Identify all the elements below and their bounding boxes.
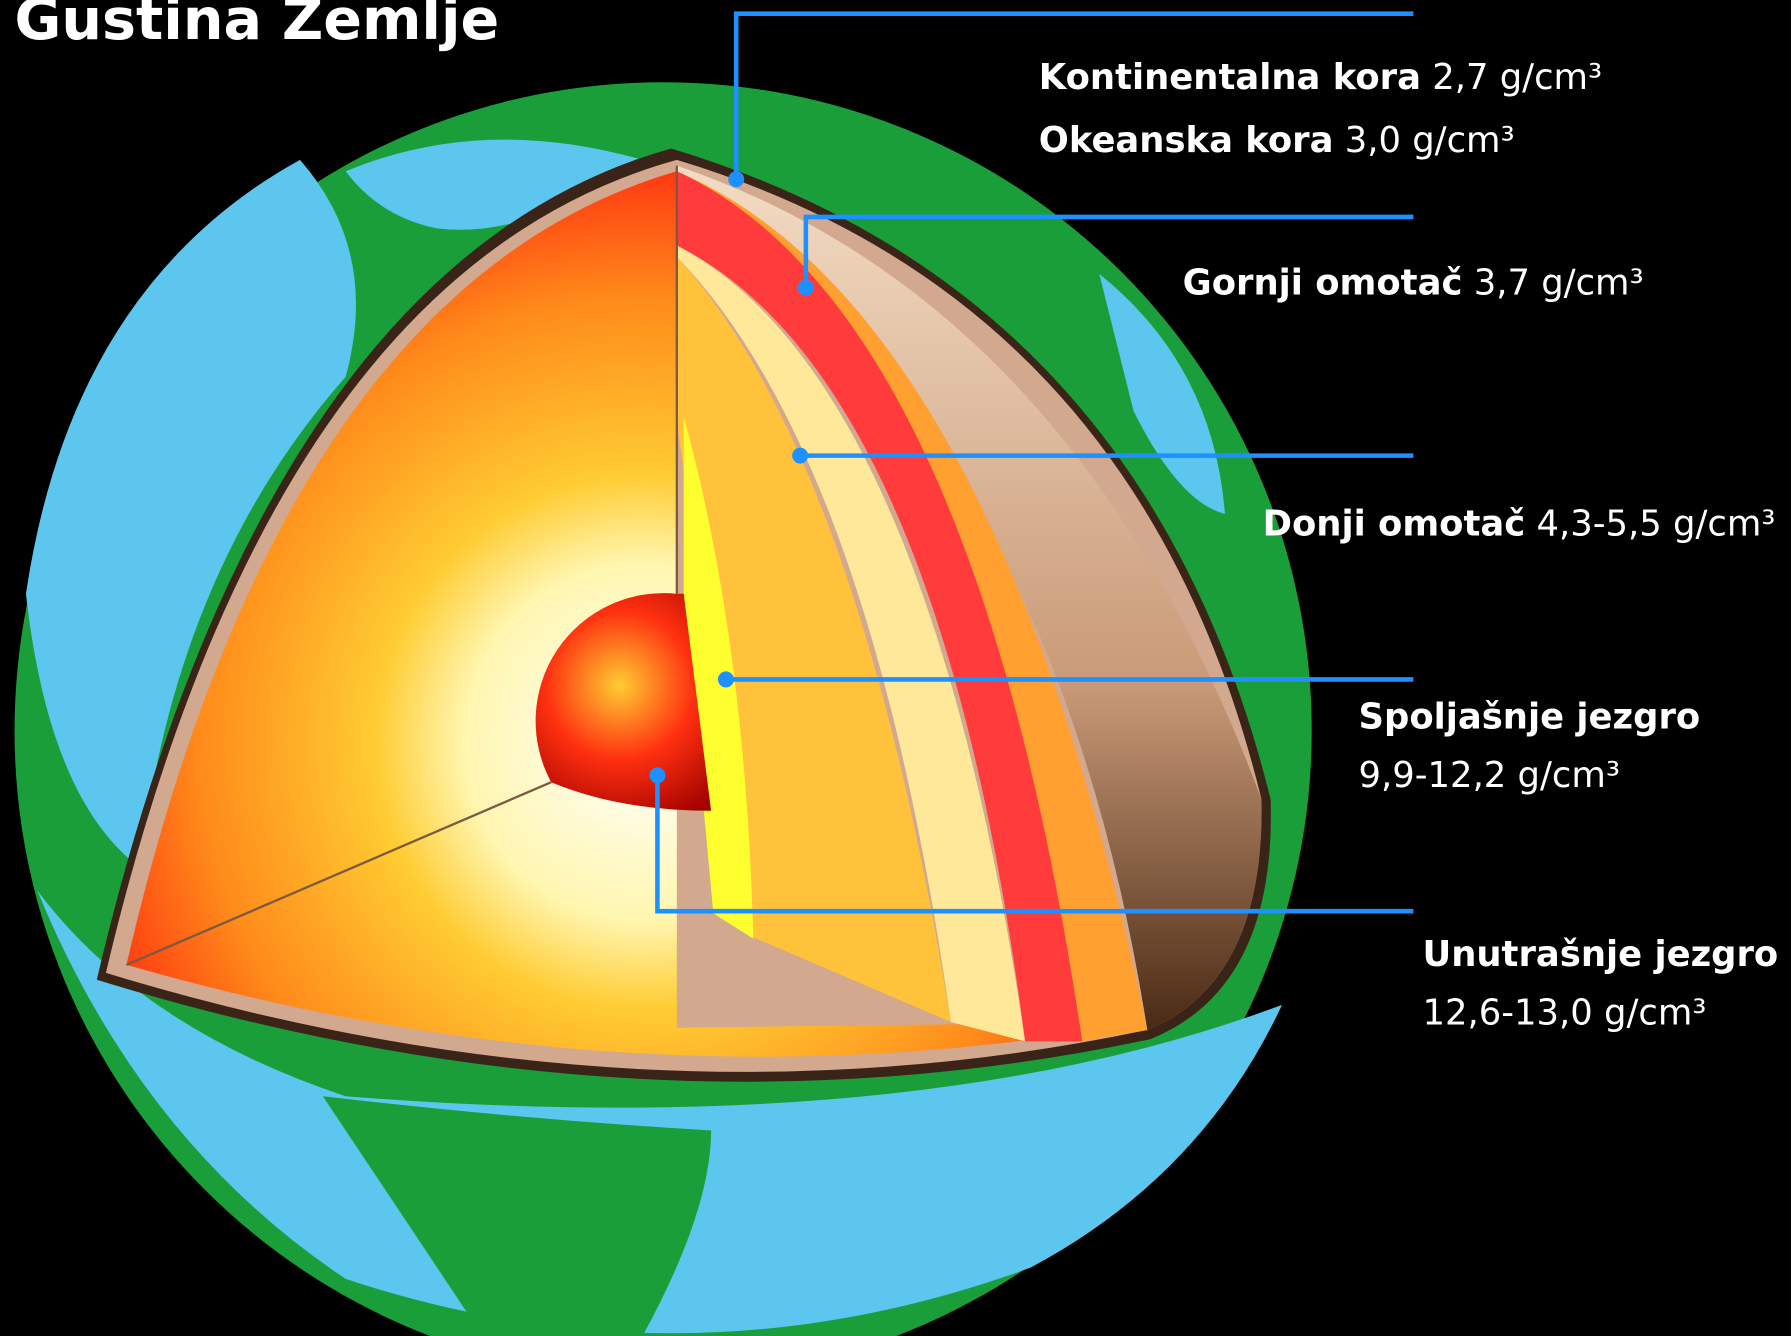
layer-density: 4,3-5,5 g/cm³ (1537, 504, 1776, 545)
layer-density: 12,6-13,0 g/cm³ (1422, 992, 1706, 1033)
callout-dot (792, 448, 808, 464)
layer-density: 9,9-12,2 g/cm³ (1359, 755, 1621, 796)
diagram: Gustina Zemlje Kontinentalna kora 2,7 g/… (0, 0, 1791, 1336)
title: Gustina Zemlje (15, 0, 500, 53)
layer-density: 3,0 g/cm³ (1345, 120, 1515, 161)
layer-name: Kontinentalna kora (1039, 57, 1421, 98)
layer-name: Okeanska kora (1039, 120, 1334, 161)
layer-density: 3,7 g/cm³ (1474, 263, 1644, 304)
layer-name: Unutrašnje jezgro (1422, 934, 1778, 975)
callout-dot (718, 671, 734, 687)
layer-label: Kontinentalna kora 2,7 g/cm³ (1039, 57, 1602, 98)
layer-label: Donji omotač 4,3-5,5 g/cm³ (1263, 504, 1776, 545)
callout-dot (728, 171, 744, 187)
layer-label: Gornji omotač 3,7 g/cm³ (1183, 263, 1644, 304)
page: {"title":"Gustina Zemlje", "layers":[ {"… (0, 0, 1791, 1336)
layer-name: Spoljašnje jezgro (1359, 697, 1701, 738)
layer-density: 2,7 g/cm³ (1432, 57, 1602, 98)
layer-name: Donji omotač (1263, 504, 1526, 545)
callout-dot (649, 767, 665, 783)
layer-label: Okeanska kora 3,0 g/cm³ (1039, 120, 1515, 161)
callout-dot (798, 280, 814, 296)
layer-name: Gornji omotač (1183, 263, 1463, 304)
